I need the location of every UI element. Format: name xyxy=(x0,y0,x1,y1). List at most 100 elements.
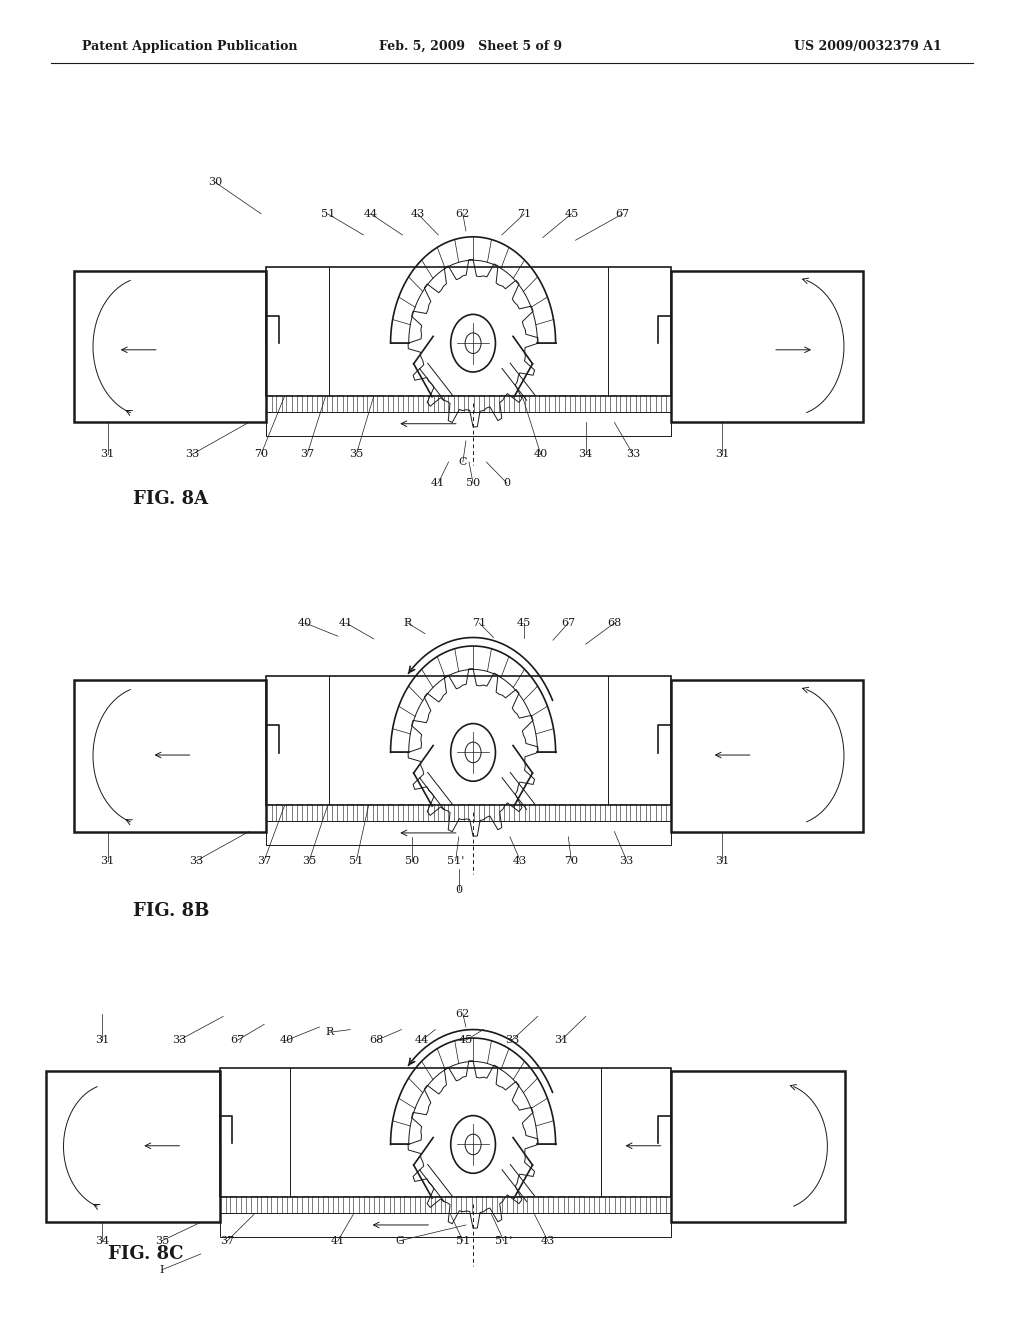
Bar xyxy=(600,395,605,412)
Bar xyxy=(266,676,671,805)
Text: R: R xyxy=(403,618,412,628)
Bar xyxy=(499,395,505,412)
Bar xyxy=(397,804,403,821)
Text: 43: 43 xyxy=(541,1236,555,1246)
Bar xyxy=(333,1196,338,1213)
Text: FIG. 8A: FIG. 8A xyxy=(133,490,208,508)
Bar xyxy=(266,412,671,436)
Bar xyxy=(650,1196,655,1213)
Text: 67: 67 xyxy=(230,1035,245,1045)
Bar xyxy=(347,395,352,412)
Bar xyxy=(671,1071,845,1222)
Bar xyxy=(368,804,373,821)
Bar xyxy=(466,1196,471,1213)
Bar xyxy=(509,804,514,821)
Bar xyxy=(630,395,636,412)
Text: 33: 33 xyxy=(620,855,634,866)
Bar xyxy=(568,1196,573,1213)
Text: 51': 51' xyxy=(447,855,464,866)
Bar xyxy=(478,804,484,821)
Text: 51': 51' xyxy=(496,1236,512,1246)
Text: 35: 35 xyxy=(155,1236,169,1246)
Bar xyxy=(266,395,271,412)
Bar xyxy=(74,271,266,422)
Text: 31: 31 xyxy=(715,855,729,866)
Bar xyxy=(46,1071,220,1222)
Bar xyxy=(600,804,605,821)
Bar xyxy=(297,395,302,412)
Text: 51: 51 xyxy=(456,1236,470,1246)
Bar xyxy=(312,1196,317,1213)
Text: Feb. 5, 2009   Sheet 5 of 9: Feb. 5, 2009 Sheet 5 of 9 xyxy=(380,40,562,53)
Bar xyxy=(408,804,414,821)
Bar xyxy=(287,395,292,412)
Bar xyxy=(609,1196,614,1213)
Text: 70: 70 xyxy=(254,449,268,459)
Text: 30: 30 xyxy=(208,177,222,187)
Bar xyxy=(671,271,863,422)
Bar xyxy=(353,1196,358,1213)
Text: 41: 41 xyxy=(431,478,445,488)
Text: 37: 37 xyxy=(257,855,271,866)
Bar xyxy=(650,395,656,412)
Bar xyxy=(469,804,474,821)
Text: R: R xyxy=(326,1027,334,1038)
Text: FIG. 8C: FIG. 8C xyxy=(108,1245,183,1263)
Bar xyxy=(378,395,383,412)
Bar xyxy=(580,804,586,821)
Text: 34: 34 xyxy=(579,449,593,459)
Bar xyxy=(287,804,292,821)
Text: 33: 33 xyxy=(626,449,640,459)
Text: 71: 71 xyxy=(472,618,486,628)
Text: I: I xyxy=(160,1265,164,1275)
Bar xyxy=(316,395,323,412)
Bar xyxy=(476,1196,481,1213)
Bar xyxy=(327,804,333,821)
Bar xyxy=(357,395,362,412)
Bar xyxy=(230,1196,236,1213)
Bar xyxy=(251,1196,256,1213)
Text: 31: 31 xyxy=(554,1035,568,1045)
Bar xyxy=(428,804,433,821)
Text: 37: 37 xyxy=(300,449,314,459)
Bar xyxy=(307,804,312,821)
Bar xyxy=(650,804,656,821)
Bar xyxy=(540,395,545,412)
Text: 62: 62 xyxy=(456,1008,470,1019)
Text: 40: 40 xyxy=(280,1035,294,1045)
Bar xyxy=(579,1196,584,1213)
Bar xyxy=(459,395,464,412)
Bar xyxy=(558,1196,563,1213)
Bar xyxy=(660,1196,666,1213)
Bar xyxy=(378,804,383,821)
Bar xyxy=(435,1196,440,1213)
Bar xyxy=(529,395,535,412)
Bar xyxy=(387,804,393,821)
Bar xyxy=(640,1196,645,1213)
Text: 0: 0 xyxy=(456,884,462,895)
Text: 35: 35 xyxy=(302,855,316,866)
Text: 31: 31 xyxy=(715,449,729,459)
Bar xyxy=(282,1196,287,1213)
Text: 51: 51 xyxy=(321,209,335,219)
Bar xyxy=(428,395,433,412)
Text: 44: 44 xyxy=(364,209,378,219)
Bar xyxy=(527,1196,532,1213)
Text: 43: 43 xyxy=(513,855,527,866)
Bar xyxy=(408,395,414,412)
Bar xyxy=(74,680,266,832)
Bar xyxy=(404,1196,410,1213)
Bar xyxy=(438,395,443,412)
Bar xyxy=(297,804,302,821)
Text: 50: 50 xyxy=(404,855,419,866)
Bar xyxy=(327,395,333,412)
Bar xyxy=(488,804,495,821)
Bar xyxy=(549,804,555,821)
Bar xyxy=(599,1196,604,1213)
Bar xyxy=(220,1196,225,1213)
Text: 33: 33 xyxy=(172,1035,186,1045)
Bar xyxy=(418,395,424,412)
Text: 37: 37 xyxy=(220,1236,234,1246)
Text: 33: 33 xyxy=(505,1035,519,1045)
Text: 35: 35 xyxy=(349,449,364,459)
